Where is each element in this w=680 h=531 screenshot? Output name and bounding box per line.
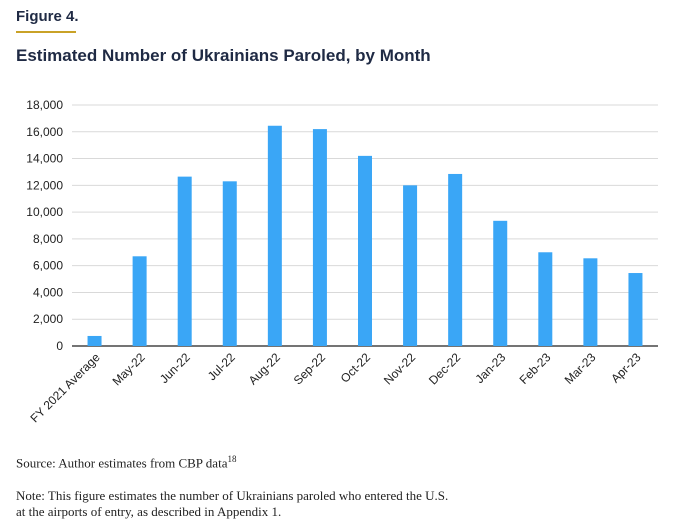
- bar: [538, 252, 553, 346]
- x-tick-label: May-22: [110, 350, 148, 388]
- y-tick-label: 8,000: [33, 232, 63, 246]
- bar: [403, 185, 418, 346]
- bar: [132, 256, 147, 346]
- source-footnote-ref: 18: [227, 454, 237, 464]
- x-tick-label: Jun-22: [157, 350, 193, 386]
- bar: [222, 181, 237, 346]
- bar-chart: 0 2,000 4,000 6,000 8,000 10,000 12,000 14,000 1…: [26, 98, 658, 425]
- bar: [628, 273, 643, 346]
- source-note: Source: Author estimates from CBP data18: [16, 454, 236, 471]
- bar: [177, 176, 192, 346]
- x-tick-label: Feb-23: [517, 350, 554, 387]
- figure-label-underline: [16, 31, 76, 33]
- y-tick-label: 2,000: [33, 312, 63, 326]
- bar: [583, 258, 598, 346]
- bar: [493, 220, 508, 346]
- y-tick-label: 6,000: [33, 259, 63, 273]
- x-tick-label: Sep-22: [291, 350, 328, 387]
- x-tick-label: Jul-22: [205, 350, 238, 383]
- bar: [448, 173, 463, 346]
- y-tick-label: 18,000: [26, 98, 63, 112]
- x-axis-tick-labels: FY 2021 Average May-22 Jun-22 Jul-22 Aug-22 S…: [27, 350, 643, 425]
- x-tick-label: Nov-22: [381, 350, 418, 387]
- figure-label: Figure 4.: [16, 8, 79, 25]
- y-tick-label: 16,000: [26, 125, 63, 139]
- chart-title: Estimated Number of Ukrainians Paroled, …: [16, 46, 431, 65]
- y-tick-label: 12,000: [26, 178, 63, 192]
- bar: [312, 129, 327, 346]
- y-axis-tick-labels: 0 2,000 4,000 6,000 8,000 10,000 12,000 14,000 1…: [26, 98, 63, 353]
- bar: [358, 155, 372, 346]
- bar: [267, 125, 282, 346]
- y-tick-label: 4,000: [33, 285, 63, 299]
- source-text: Source: Author estimates from CBP data: [16, 455, 228, 471]
- bar: [87, 335, 102, 346]
- bars: [87, 125, 643, 346]
- y-tick-label: 0: [56, 339, 63, 353]
- y-tick-label: 10,000: [26, 205, 63, 219]
- x-tick-label: Jan-23: [472, 350, 508, 386]
- y-tick-label: 14,000: [26, 152, 63, 166]
- x-tick-label: FY 2021 Average: [27, 350, 102, 425]
- x-tick-label: Dec-22: [426, 350, 463, 387]
- x-tick-label: Mar-23: [562, 350, 599, 387]
- x-tick-label: Apr-23: [608, 350, 644, 386]
- x-tick-label: Oct-22: [338, 350, 374, 386]
- x-tick-label: Aug-22: [246, 350, 283, 387]
- figure-note: Note: This figure estimates the number o…: [16, 488, 449, 519]
